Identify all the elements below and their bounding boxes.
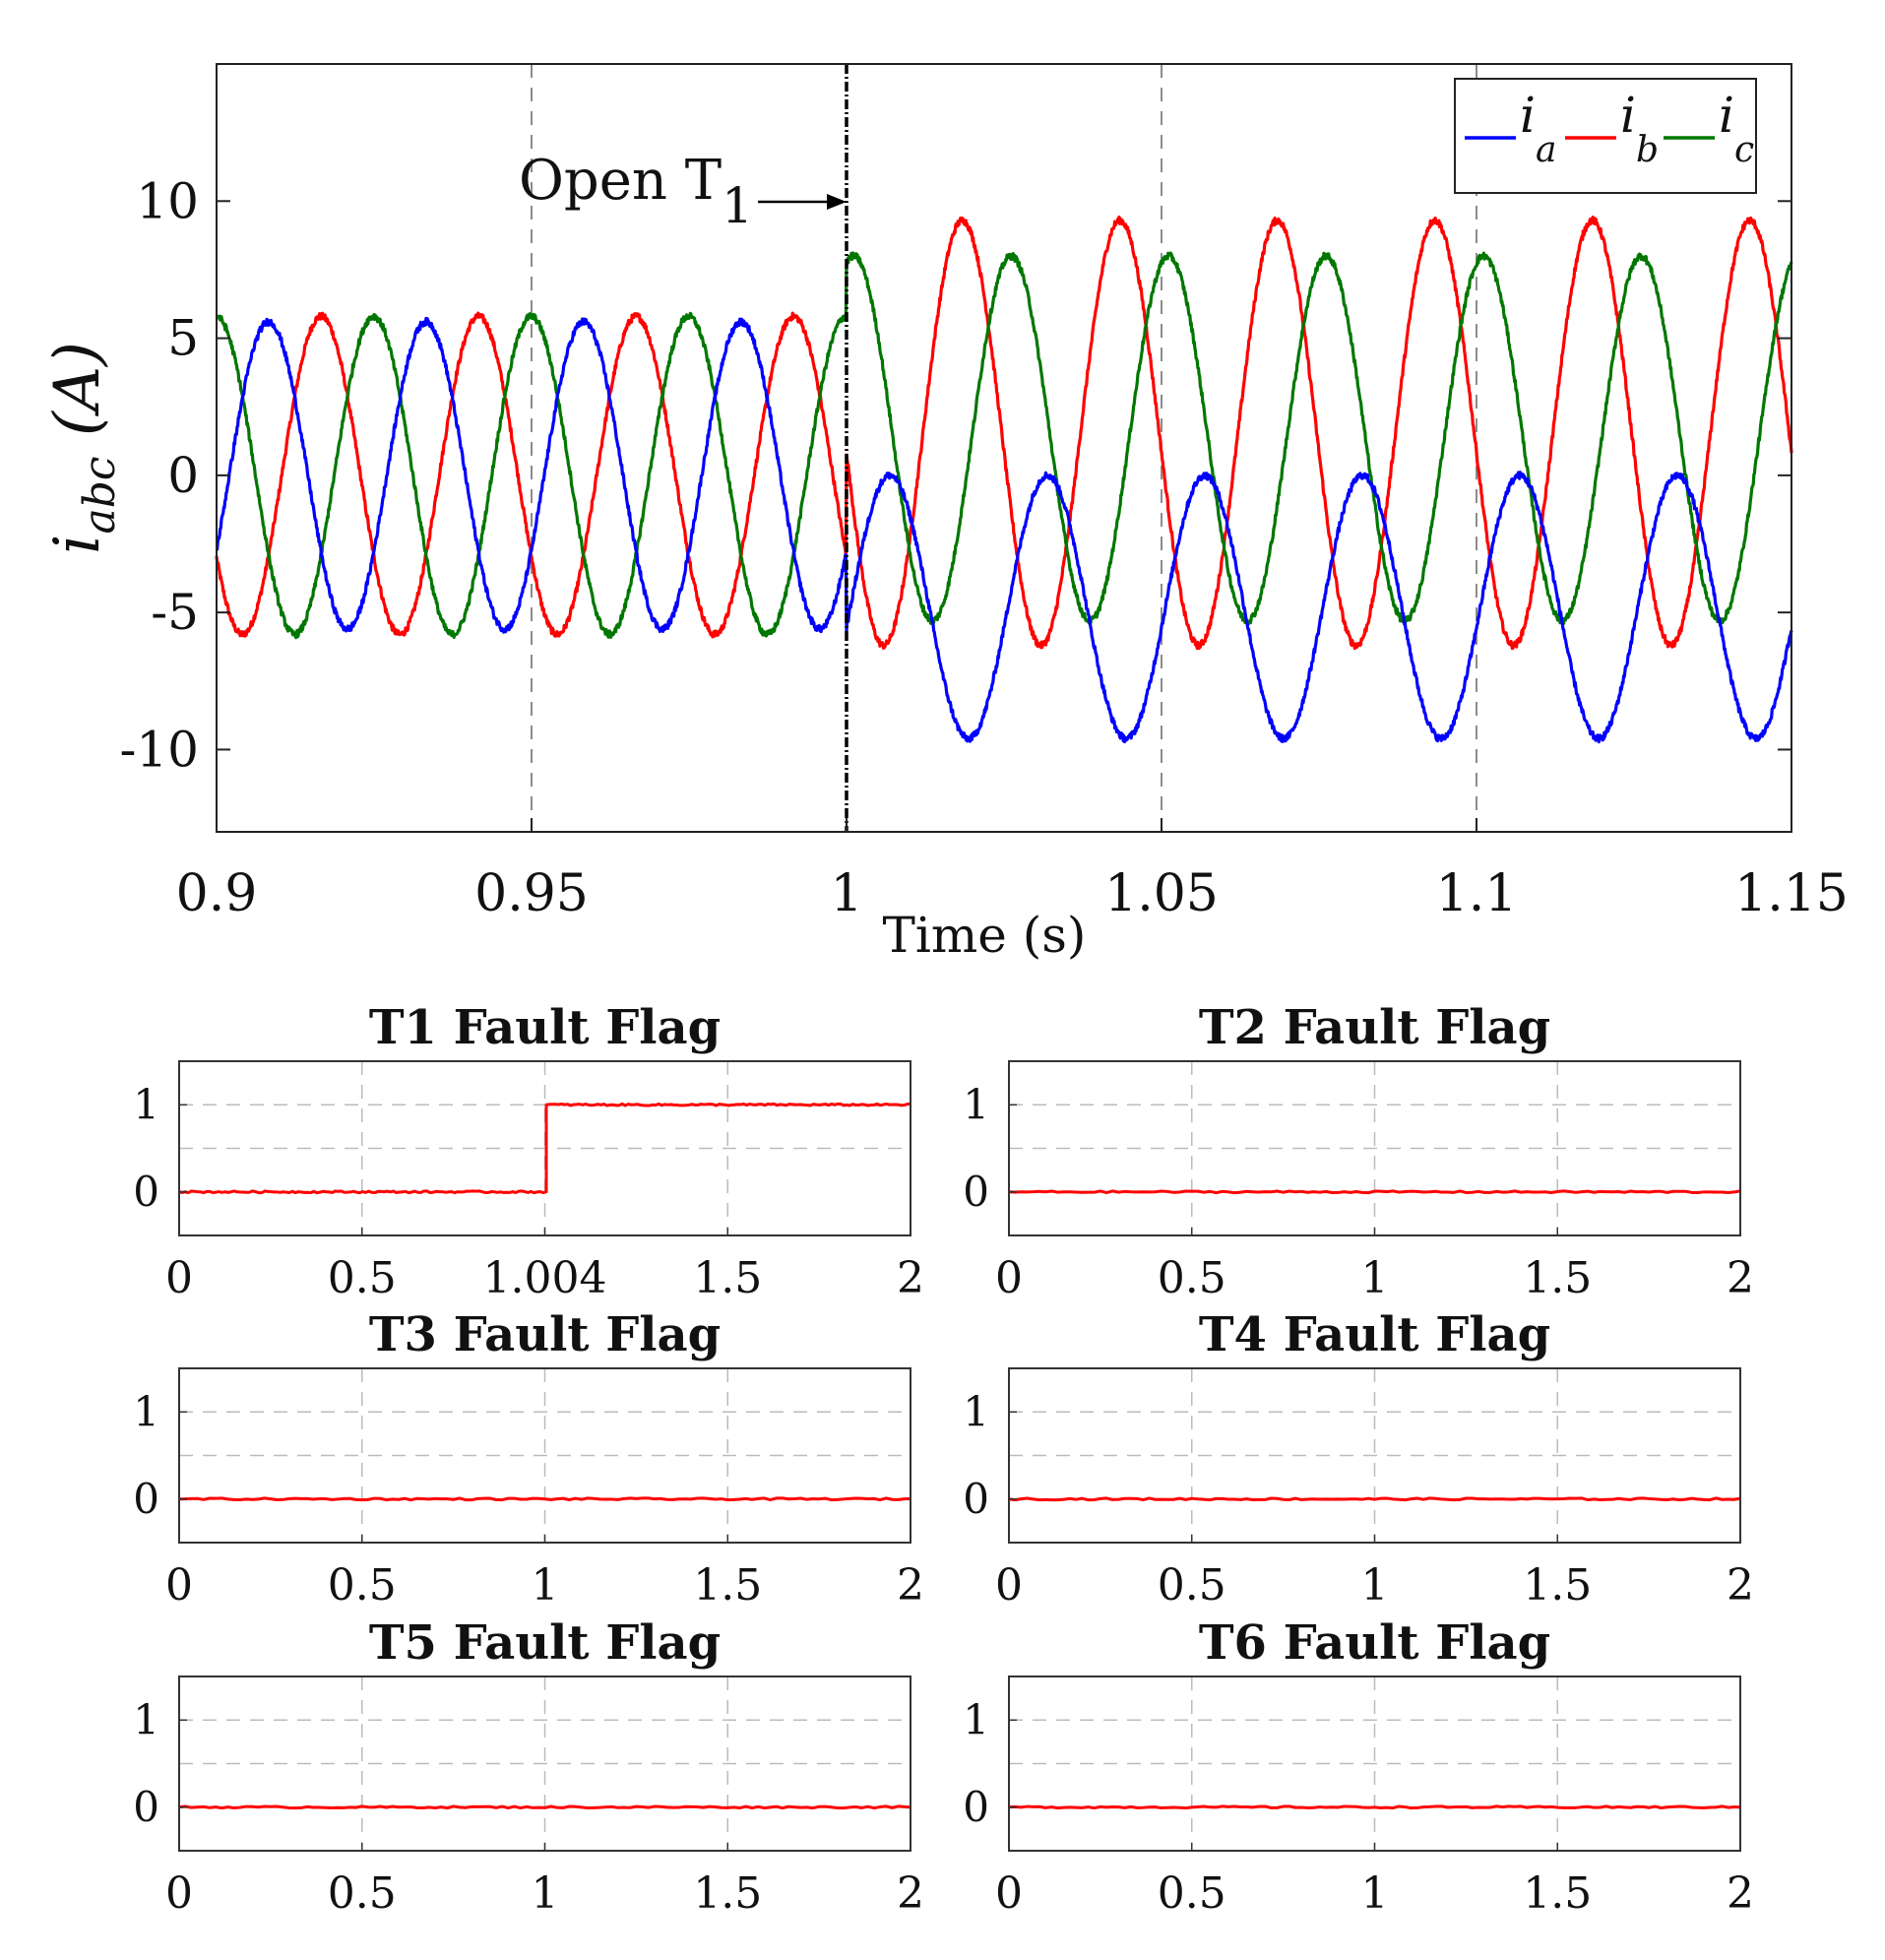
y-label-unit: (A) [41, 342, 114, 457]
flag-line [178, 1496, 911, 1502]
subplot-title: T2 Fault Flag [1199, 1000, 1550, 1055]
x-tick-label: 1 [1361, 1253, 1389, 1303]
x-tick-label: 0.5 [328, 1560, 397, 1611]
x-tick-label: 0.5 [1158, 1560, 1226, 1611]
x-tick-label: 0 [995, 1868, 1023, 1919]
y-tick-label: 1 [963, 1695, 989, 1743]
x-tick-label: 1.5 [693, 1253, 762, 1303]
x-tick-label: 1 [830, 864, 862, 923]
y-label-base: i [41, 535, 114, 554]
flag-line [1008, 1804, 1741, 1810]
x-tick-label: 1.5 [1523, 1253, 1592, 1303]
subplot-title: T4 Fault Flag [1199, 1307, 1550, 1362]
y-label-sub: abc [75, 456, 125, 534]
y-tick-label: 0 [133, 1783, 159, 1831]
y-tick-label: 5 [167, 310, 199, 367]
subplot-title: T6 Fault Flag [1199, 1615, 1550, 1671]
series-line-ia [216, 316, 1793, 744]
legend-label-base: i [1719, 87, 1734, 144]
flag-line [1008, 1496, 1741, 1502]
legend-label-base: i [1620, 87, 1636, 144]
flag-line [178, 1804, 911, 1810]
y-tick-label: -10 [119, 721, 199, 778]
legend-label-ic: ic [1719, 87, 1754, 170]
legend-label-sub: b [1636, 130, 1659, 170]
y-tick-label: 0 [963, 1783, 989, 1831]
x-tick-label: 0 [995, 1253, 1023, 1303]
plot-frame [216, 63, 1792, 833]
x-tick-label: 1.15 [1734, 864, 1849, 923]
x-tick-label: 0.9 [176, 864, 258, 923]
y-tick-label: 1 [133, 1387, 159, 1435]
legend-label-sub: a [1536, 130, 1556, 170]
x-tick-label: 1.5 [1523, 1560, 1592, 1611]
x-tick-label: 2 [1727, 1560, 1754, 1611]
subplot-t5: 0 1 0 0.5 1 1.5 2 T5 Fault Flag [133, 1615, 924, 1919]
x-tick-label: 2 [1727, 1253, 1754, 1303]
legend-label-sub: c [1734, 130, 1754, 170]
series-line-ib [215, 215, 1793, 651]
subplot-title: T3 Fault Flag [369, 1307, 721, 1362]
flag-line [1008, 1189, 1741, 1195]
y-tick-label: 0 [963, 1168, 989, 1216]
x-tick-label: 0.95 [474, 864, 589, 923]
subplot-t2: 0 1 0 0.5 1 1.5 2 T2 Fault Flag [963, 1000, 1754, 1303]
x-tick-label: 1.05 [1104, 864, 1219, 923]
x-tick-label: 1.5 [1523, 1868, 1592, 1919]
x-tick-label: 2 [897, 1868, 924, 1919]
subplot-title: T1 Fault Flag [369, 1000, 721, 1055]
annotation-arrowhead [827, 194, 847, 210]
x-tick-label: 1.5 [693, 1868, 762, 1919]
x-tick-label: 1 [1361, 1560, 1389, 1611]
y-tick-label: 0 [133, 1168, 159, 1216]
x-axis-label: Time (s) [883, 907, 1087, 964]
legend-box [1454, 78, 1757, 194]
y-tick-label: 10 [136, 172, 199, 229]
x-tick-label: 0.5 [1158, 1868, 1226, 1919]
y-tick-label: -5 [151, 584, 199, 641]
x-tick-label: 1 [1361, 1868, 1389, 1919]
annotation-sub: 1 [722, 177, 753, 234]
annotation-open-t1: Open T1 [519, 149, 753, 234]
x-tick-label: 1 [532, 1868, 559, 1919]
x-tick-label: 0 [165, 1560, 193, 1611]
y-tick-label: 1 [133, 1695, 159, 1743]
subplot-t4: 0 1 0 0.5 1 1.5 2 T4 Fault Flag [963, 1307, 1754, 1611]
legend-label-ib: ib [1620, 87, 1659, 170]
y-tick-label: 0 [133, 1475, 159, 1523]
x-tick-label: 0 [165, 1253, 193, 1303]
x-tick-label: 2 [897, 1560, 924, 1611]
subplot-title: T5 Fault Flag [369, 1615, 721, 1671]
legend-label-base: i [1520, 87, 1536, 144]
y-tick-label: 1 [963, 1080, 989, 1128]
x-tick-label: 0 [995, 1560, 1023, 1611]
subplot-t6: 0 1 0 0.5 1 1.5 2 T6 Fault Flag [963, 1615, 1754, 1919]
x-tick-label: 1.004 [483, 1253, 607, 1303]
y-tick-label: 1 [133, 1080, 159, 1128]
y-tick-label: 0 [963, 1475, 989, 1523]
x-tick-label: 2 [897, 1253, 924, 1303]
flag-line [178, 1102, 911, 1195]
annotation-text: Open T [519, 149, 722, 213]
y-tick-label: 1 [963, 1387, 989, 1435]
subplot-t1: 0 1 0 0.5 1.004 1.5 2 T1 Fault Flag [133, 1000, 924, 1303]
x-tick-label: 2 [1727, 1868, 1754, 1919]
x-tick-label: 1.1 [1436, 864, 1518, 923]
y-axis-label: iabc (A) [41, 342, 125, 554]
x-tick-label: 0.5 [1158, 1253, 1226, 1303]
y-tick-label: 0 [167, 447, 199, 504]
x-tick-label: 1.5 [693, 1560, 762, 1611]
subplot-t3: 0 1 0 0.5 1 1.5 2 T3 Fault Flag [133, 1307, 924, 1611]
x-tick-label: 1 [532, 1560, 559, 1611]
x-tick-label: 0 [165, 1868, 193, 1919]
x-tick-label: 0.5 [328, 1253, 397, 1303]
x-tick-label: 0.5 [328, 1868, 397, 1919]
legend-label-ia: ia [1520, 87, 1556, 170]
